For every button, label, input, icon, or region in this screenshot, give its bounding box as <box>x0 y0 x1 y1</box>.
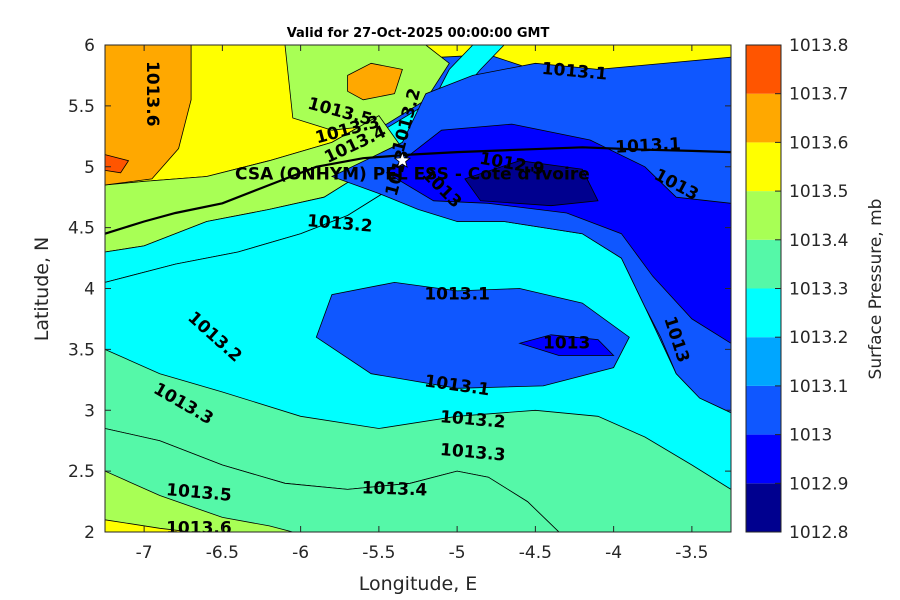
colorbar-swatch-2 <box>746 385 781 435</box>
y-axis-ticks: 2 2.5 3 3.5 4 4.5 5 5.5 6 <box>68 36 731 543</box>
colorbar-tick-label-4: 1013.2 <box>789 328 848 348</box>
site-marker-group: CSA (ONHYM) PEL ESS - Cote d'Ivoire <box>235 151 590 185</box>
y-tick-label-2: 3 <box>84 401 95 421</box>
contour-region-5 <box>105 519 192 532</box>
site-label: CSA (ONHYM) PEL ESS - Cote d'Ivoire <box>235 165 590 185</box>
colorbar-swatch-6 <box>746 191 781 240</box>
x-axis-ticks: -7 -6.5 -6 -5.5 -5 -4.5 -4 -3.5 <box>136 45 708 563</box>
y-tick-label-3: 3.5 <box>68 340 95 360</box>
colorbar-tick-label-9: 1013.7 <box>789 85 848 105</box>
contour-label-20: 1013.4 <box>361 478 427 500</box>
x-tick-label-5: -4.5 <box>519 543 552 563</box>
contour-label-22: 1013.6 <box>166 518 232 538</box>
x-tick-label-1: -6.5 <box>206 543 239 563</box>
y-tick-label-5: 4.5 <box>68 219 95 239</box>
colorbar-swatch-9 <box>746 45 781 94</box>
contour-label-14: 1013 <box>543 333 590 353</box>
y-tick-label-1: 2.5 <box>68 462 95 482</box>
coastline-line <box>105 146 731 235</box>
contour-region-4 <box>105 470 293 532</box>
contour-regions <box>105 45 731 532</box>
x-axis-label: Longitude, E <box>359 573 478 595</box>
colorbar-swatch-7 <box>746 142 781 192</box>
x-tick-label-3: -5.5 <box>362 543 395 563</box>
plot-area: 1013.6 1013.51013.31013.41013.11013.11013… <box>105 45 731 538</box>
contour-label-5: 1013.1 <box>615 134 682 157</box>
contour-region-9 <box>518 334 615 356</box>
colorbar-tick-label-5: 1013.3 <box>789 280 848 300</box>
colorbar-swatch-5 <box>746 239 781 289</box>
colorbar-swatch-8 <box>746 93 781 143</box>
x-tick-label-6: -4 <box>605 543 622 563</box>
x-tick-label-4: -5 <box>449 543 466 563</box>
colorbar-tick-label-0: 1012.8 <box>789 523 848 543</box>
contour-region-2 <box>347 62 403 101</box>
x-tick-label-2: -6 <box>292 543 309 563</box>
contour-region-7 <box>315 281 630 389</box>
colorbar-label: Surface Pressure, mb <box>866 199 886 380</box>
contour-label-0: 1013.6 <box>142 61 162 127</box>
colorbar-swatch-0 <box>746 483 781 532</box>
site-star-marker <box>393 151 412 168</box>
colorbar-tick-label-1: 1012.9 <box>789 474 848 494</box>
y-tick-label-4: 4 <box>84 280 95 300</box>
colorbar-swatch-3 <box>746 337 781 386</box>
colorbar-swatch-1 <box>746 434 781 484</box>
colorbar-tick-label-6: 1013.4 <box>789 231 848 251</box>
colorbar: 1012.8 1012.9 1013 1013.1 1013.2 1013.3 1013.4… <box>745 36 848 543</box>
x-tick-label-7: -3.5 <box>675 543 708 563</box>
y-tick-label-7: 5.5 <box>68 97 95 117</box>
x-tick-label-0: -7 <box>136 543 153 563</box>
colorbar-tick-label-2: 1013 <box>789 426 832 446</box>
colorbar-tick-label-8: 1013.6 <box>789 133 848 153</box>
colorbar-tick-label-10: 1013.8 <box>789 36 848 56</box>
chart-title: Valid for 27-Oct-2025 00:00:00 GMT <box>287 26 550 41</box>
contour-region-10 <box>464 160 599 207</box>
colorbar-tick-label-3: 1013.1 <box>789 377 848 397</box>
colorbar-swatch-4 <box>746 288 781 338</box>
y-tick-label-6: 5 <box>84 158 95 178</box>
y-tick-label-8: 6 <box>84 36 95 56</box>
contour-region-3 <box>105 428 560 532</box>
contour-region-0 <box>105 45 192 186</box>
contour-region-1 <box>105 154 130 174</box>
y-tick-label-0: 2 <box>84 523 95 543</box>
y-axis-label: Latitude, N <box>31 237 53 342</box>
contour-label-12: 1013.1 <box>424 285 490 305</box>
coastline <box>105 146 731 235</box>
colorbar-tick-label-7: 1013.5 <box>789 182 848 202</box>
